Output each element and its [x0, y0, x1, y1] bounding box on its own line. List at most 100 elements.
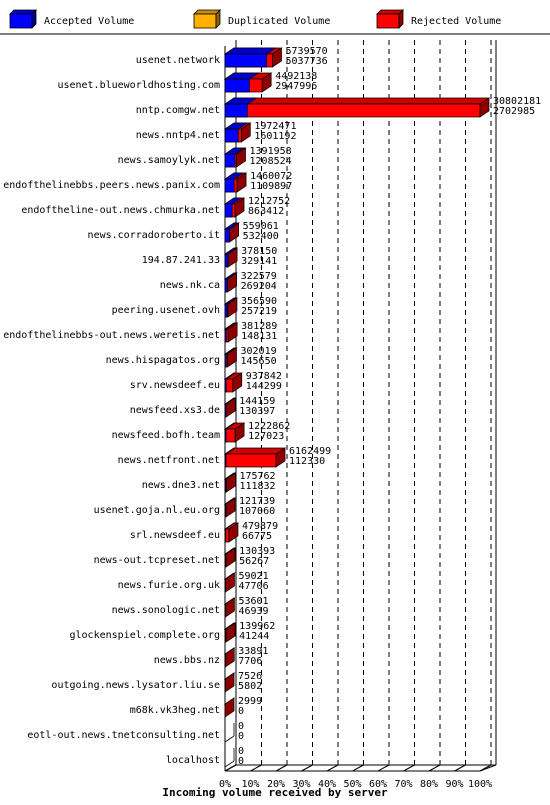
- bar-rejected-1-side: [272, 47, 282, 68]
- value-accepted: 111832: [239, 481, 275, 492]
- bar-rejected-17-side: [275, 447, 286, 468]
- category-label: outgoing.news.lysator.liu.se: [51, 680, 220, 691]
- bar-accepted-18: [223, 472, 237, 493]
- bar-accepted-top: [223, 572, 236, 580]
- legend-label: Accepted Volume: [44, 16, 134, 27]
- value-accepted: 2947996: [275, 81, 317, 92]
- category-label: news.bbs.nz: [154, 655, 220, 666]
- bar-accepted-4: [223, 122, 249, 143]
- value-accepted: 144299: [246, 381, 282, 392]
- legend-item-1: Accepted Volume: [9, 9, 134, 29]
- value-accepted: 56267: [239, 556, 269, 567]
- value-total: 5739570: [286, 46, 328, 57]
- x-tick-label: 10%: [241, 779, 259, 790]
- bar-accepted-front: [224, 128, 239, 143]
- bar-rejected-27: [223, 697, 236, 718]
- bar-accepted-front: [224, 353, 227, 368]
- bar-accepted-top: [223, 172, 245, 180]
- category-label: m68k.vk3heg.net: [130, 705, 220, 716]
- x-tick-mark: [250, 764, 262, 772]
- value-accepted: 112330: [289, 456, 325, 467]
- x-tick-mark: [479, 764, 492, 772]
- legend-swatch: [193, 13, 217, 29]
- bars: [223, 47, 491, 768]
- bar-accepted-11: [223, 297, 238, 318]
- category-label: 194.87.241.33: [142, 255, 220, 266]
- bar-accepted-front: [224, 153, 236, 168]
- value-total: 6162499: [289, 446, 331, 457]
- bar-accepted-front: [224, 378, 227, 393]
- category-label: news.corradoroberto.it: [88, 230, 220, 241]
- legend-label: Duplicated Volume: [228, 16, 330, 27]
- category-label: news.dne3.net: [142, 480, 220, 491]
- value-accepted: 0: [238, 756, 244, 767]
- value-total: 381289: [241, 321, 277, 332]
- bar-accepted-top: [223, 347, 237, 355]
- bar-accepted-top: [223, 47, 277, 55]
- value-accepted: 66775: [242, 531, 272, 542]
- value-total: 30802181: [493, 96, 541, 107]
- category-label: localhost: [166, 755, 220, 766]
- legend: Accepted Volume Duplicated Volume Rejected…: [9, 9, 501, 29]
- bar-accepted-top: [223, 622, 236, 630]
- bar-accepted-front: [224, 178, 235, 193]
- x-tick-label: 90%: [445, 779, 463, 790]
- value-accepted: 269204: [241, 281, 277, 292]
- bar-empty-29: [224, 760, 235, 768]
- bar-accepted-6: [223, 172, 245, 193]
- value-total: 2999: [238, 696, 262, 707]
- bar-rejected-4-side: [240, 122, 251, 143]
- bar-accepted-front: [224, 453, 227, 468]
- bar-accepted-25: [223, 647, 236, 668]
- category-label: news-out.tcpreset.net: [94, 555, 220, 566]
- category-label: srv.newsdeef.eu: [130, 380, 220, 391]
- legend-item-3: Rejected Volume: [376, 9, 501, 29]
- bar-rejected-3-top: [223, 97, 491, 105]
- bar-rejected-3-front: [224, 103, 481, 118]
- value-accepted: 7706: [238, 656, 262, 667]
- value-total: 322579: [241, 271, 277, 282]
- x-axis: 0% 10% 20% 30% 40% 50% 60% 70% 80% 90% 100%: [219, 764, 492, 790]
- value-accepted: 107060: [239, 506, 275, 517]
- value-total: 0: [238, 721, 244, 732]
- bar-accepted-front: [224, 578, 226, 593]
- bar-accepted-16: [223, 422, 237, 443]
- x-tick-label: 70%: [394, 779, 412, 790]
- value-total: 0: [238, 746, 244, 757]
- category-label: usenet.blueworldhosting.com: [57, 80, 220, 91]
- bar-accepted-10: [223, 272, 238, 293]
- value-accepted: 130397: [239, 406, 275, 417]
- bar-rejected-12-side: [227, 322, 238, 343]
- x-tick-label: 30%: [292, 779, 310, 790]
- x-tick-label: 80%: [420, 779, 438, 790]
- value-accepted: 47706: [238, 581, 268, 592]
- value-accepted: 2702985: [493, 106, 535, 117]
- bar-accepted-top: [223, 672, 236, 680]
- bar-accepted-top: [223, 447, 237, 455]
- bar-rejected-27-side: [224, 697, 235, 718]
- bar-accepted-21: [223, 547, 236, 568]
- value-total: 479879: [242, 521, 278, 532]
- bar-accepted-top: [223, 322, 237, 330]
- category-label: srl.newsdeef.eu: [130, 530, 220, 541]
- legend-swatch-side: [31, 9, 37, 29]
- bar-accepted-top: [223, 372, 237, 380]
- bar-accepted-front: [224, 678, 226, 693]
- bar-accepted-top: [223, 297, 238, 305]
- bar-accepted-front: [224, 478, 227, 493]
- bar-empty-28: [224, 735, 235, 743]
- bar-rejected-24-side: [225, 622, 236, 643]
- bar-rejected-3: [223, 97, 491, 118]
- bar-accepted-top: [223, 147, 246, 155]
- value-accepted: 46939: [238, 606, 268, 617]
- bar-rejected-2-side: [261, 72, 272, 93]
- x-tick-label: 50%: [343, 779, 361, 790]
- bar-accepted-top: [223, 272, 238, 280]
- category-label: usenet.network: [136, 55, 220, 66]
- bar-accepted-top: [223, 547, 236, 555]
- category-label: peering.usenet.ovh: [112, 305, 220, 316]
- bar-accepted-26: [223, 672, 236, 693]
- value-total: 378150: [241, 246, 277, 257]
- bar-accepted-top: [223, 72, 260, 80]
- bar-rejected-5-side: [236, 147, 246, 168]
